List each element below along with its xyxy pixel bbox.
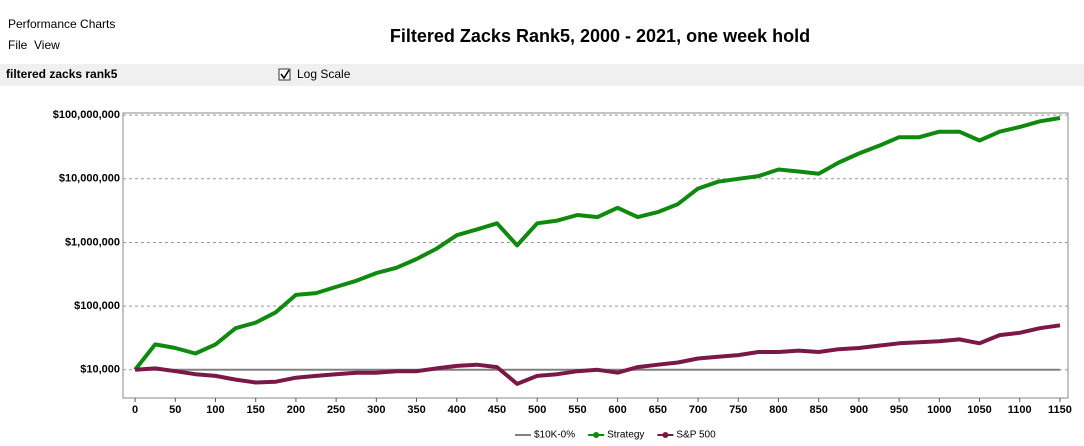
x-tick-label: 50 — [169, 404, 181, 416]
log-scale-checkbox[interactable] — [278, 68, 291, 81]
x-tick-label: 100 — [206, 404, 224, 416]
y-tick-label: $1,000,000 — [65, 236, 120, 248]
x-tick-label: 300 — [367, 404, 385, 416]
toolbar-label: filtered zacks rank5 — [6, 67, 118, 81]
y-tick-label: $10,000,000 — [59, 173, 120, 185]
legend-marker — [662, 432, 669, 438]
window-title: Performance Charts — [8, 17, 115, 31]
menu-view[interactable]: View — [34, 38, 60, 52]
x-tick-label: 200 — [287, 404, 305, 416]
x-tick-label: 950 — [890, 404, 908, 416]
x-tick-label: 1150 — [1048, 404, 1072, 416]
x-tick-label: 350 — [407, 404, 425, 416]
chart-title: Filtered Zacks Rank5, 2000 - 2021, one w… — [390, 26, 810, 46]
legend-marker — [593, 432, 600, 438]
toolbar — [0, 64, 1084, 86]
x-tick-label: 1050 — [967, 404, 991, 416]
x-tick-label: 750 — [729, 404, 747, 416]
x-tick-label: 550 — [568, 404, 586, 416]
x-tick-label: 650 — [649, 404, 667, 416]
x-tick-label: 700 — [689, 404, 707, 416]
legend-label: S&P 500 — [676, 430, 716, 441]
plot-area — [122, 112, 1069, 399]
checkmark — [280, 69, 290, 80]
y-tick-label: $100,000,000 — [53, 109, 120, 121]
x-tick-label: 500 — [528, 404, 546, 416]
x-tick-label: 600 — [608, 404, 626, 416]
x-tick-label: 400 — [448, 404, 466, 416]
menu-file[interactable]: File — [8, 38, 28, 52]
series-line — [134, 323, 1061, 386]
x-tick-label: 150 — [247, 404, 265, 416]
x-tick-label: 250 — [327, 404, 345, 416]
x-tick-label: 900 — [850, 404, 868, 416]
series-line — [133, 116, 1061, 372]
x-tick-label: 0 — [132, 404, 138, 416]
x-tick-label: 850 — [810, 404, 828, 416]
log-scale-label[interactable]: Log Scale — [297, 67, 351, 81]
x-tick-label: 450 — [488, 404, 506, 416]
legend-label: $10K-0% — [534, 430, 575, 441]
legend-label: Strategy — [607, 430, 644, 441]
x-tick-label: 800 — [769, 404, 787, 416]
x-tick-label: 1000 — [927, 404, 951, 416]
y-tick-label: $10,000 — [80, 364, 120, 376]
y-tick-label: $100,000 — [74, 300, 120, 312]
x-tick-label: 1100 — [1008, 404, 1032, 416]
